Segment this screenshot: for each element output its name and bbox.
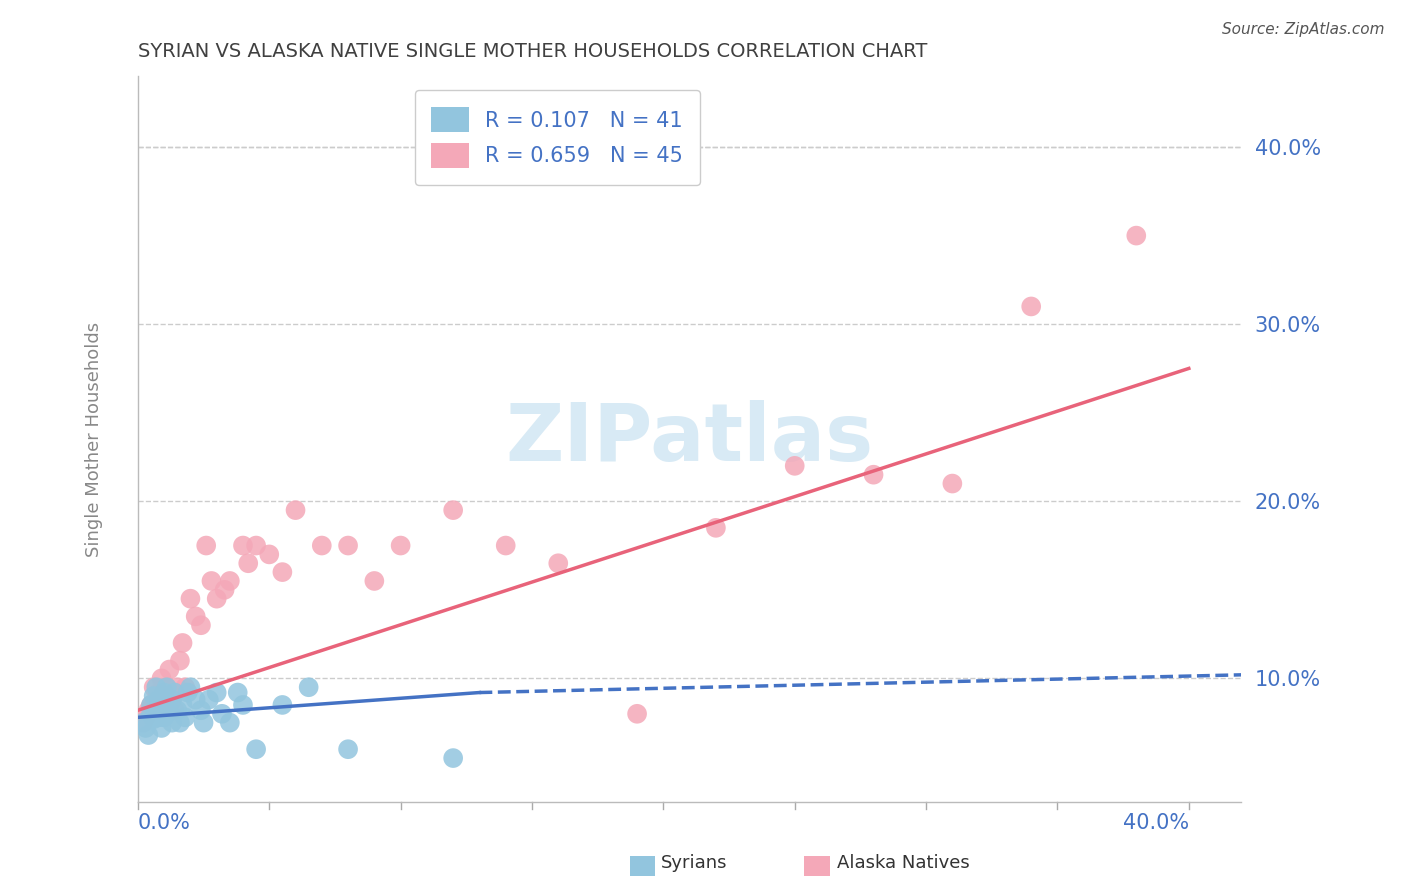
Point (195, 539, 218, 553)
Point (148, 685, 170, 699)
Point (153, 698, 176, 712)
Point (174, 680, 197, 694)
Legend: R = 0.107   N = 41, R = 0.659   N = 45: R = 0.107 N = 41, R = 0.659 N = 45 (415, 90, 700, 185)
Point (156, 680, 179, 694)
Point (190, 618, 212, 632)
Point (179, 591, 201, 606)
Text: Alaska Natives: Alaska Natives (837, 855, 969, 872)
Point (214, 582, 236, 597)
Point (148, 710, 170, 724)
Point (363, 574, 385, 588)
Point (205, 591, 228, 606)
Point (132, 715, 155, 730)
Point (135, 710, 157, 724)
Point (169, 654, 191, 668)
Point (139, 706, 162, 721)
Point (139, 698, 162, 712)
Point (1125, 228, 1147, 243)
Text: Source: ZipAtlas.com: Source: ZipAtlas.com (1222, 22, 1385, 37)
Point (284, 503, 307, 517)
Point (160, 692, 183, 706)
Point (157, 698, 180, 712)
Point (156, 706, 179, 721)
Point (232, 698, 254, 712)
Point (169, 715, 191, 730)
Point (193, 715, 215, 730)
Point (142, 689, 165, 703)
Point (941, 476, 963, 491)
Point (626, 706, 648, 721)
Point (132, 715, 155, 730)
Point (389, 539, 412, 553)
Point (218, 715, 240, 730)
Point (190, 703, 212, 717)
Point (311, 539, 333, 553)
Point (1019, 300, 1042, 314)
Point (142, 712, 165, 726)
Point (259, 548, 281, 562)
Point (226, 685, 249, 699)
Point (205, 685, 228, 699)
Point (145, 692, 167, 706)
Text: ZIPatlas: ZIPatlas (506, 401, 873, 478)
Text: Syrians: Syrians (661, 855, 727, 872)
Point (166, 703, 188, 717)
Point (704, 521, 727, 535)
Point (184, 692, 207, 706)
Point (862, 467, 884, 482)
Point (337, 742, 360, 756)
Point (150, 721, 173, 735)
Point (145, 703, 167, 717)
Point (172, 698, 194, 712)
Point (150, 672, 173, 686)
Text: SYRIAN VS ALASKA NATIVE SINGLE MOTHER HOUSEHOLDS CORRELATION CHART: SYRIAN VS ALASKA NATIVE SINGLE MOTHER HO… (138, 42, 928, 61)
Point (245, 742, 267, 756)
Text: Single Mother Households: Single Mother Households (84, 322, 103, 557)
Point (245, 539, 267, 553)
Point (157, 663, 180, 677)
Point (163, 685, 186, 699)
Point (547, 556, 569, 570)
Point (160, 715, 183, 730)
Point (153, 710, 176, 724)
Point (298, 680, 321, 694)
Point (166, 680, 188, 694)
Point (138, 703, 160, 717)
Point (135, 721, 157, 735)
Text: 40.0%: 40.0% (1123, 813, 1189, 833)
Point (200, 574, 222, 588)
Point (163, 703, 186, 717)
Point (160, 692, 183, 706)
Point (337, 539, 360, 553)
Point (139, 698, 162, 712)
Point (238, 556, 260, 570)
Point (783, 458, 806, 473)
Point (271, 565, 294, 579)
Point (441, 503, 464, 517)
Point (172, 636, 194, 650)
Point (156, 680, 179, 694)
Point (138, 728, 160, 742)
Point (198, 692, 221, 706)
Point (179, 680, 201, 694)
Point (148, 692, 170, 706)
Point (441, 751, 464, 765)
Point (271, 698, 294, 712)
Point (142, 680, 165, 694)
Point (218, 574, 240, 588)
Point (177, 685, 200, 699)
Point (232, 539, 254, 553)
Text: 0.0%: 0.0% (138, 813, 191, 833)
Point (211, 706, 233, 721)
Point (145, 680, 167, 694)
Point (495, 539, 517, 553)
Point (150, 698, 173, 712)
Point (184, 609, 207, 624)
Point (153, 685, 176, 699)
Point (174, 710, 197, 724)
